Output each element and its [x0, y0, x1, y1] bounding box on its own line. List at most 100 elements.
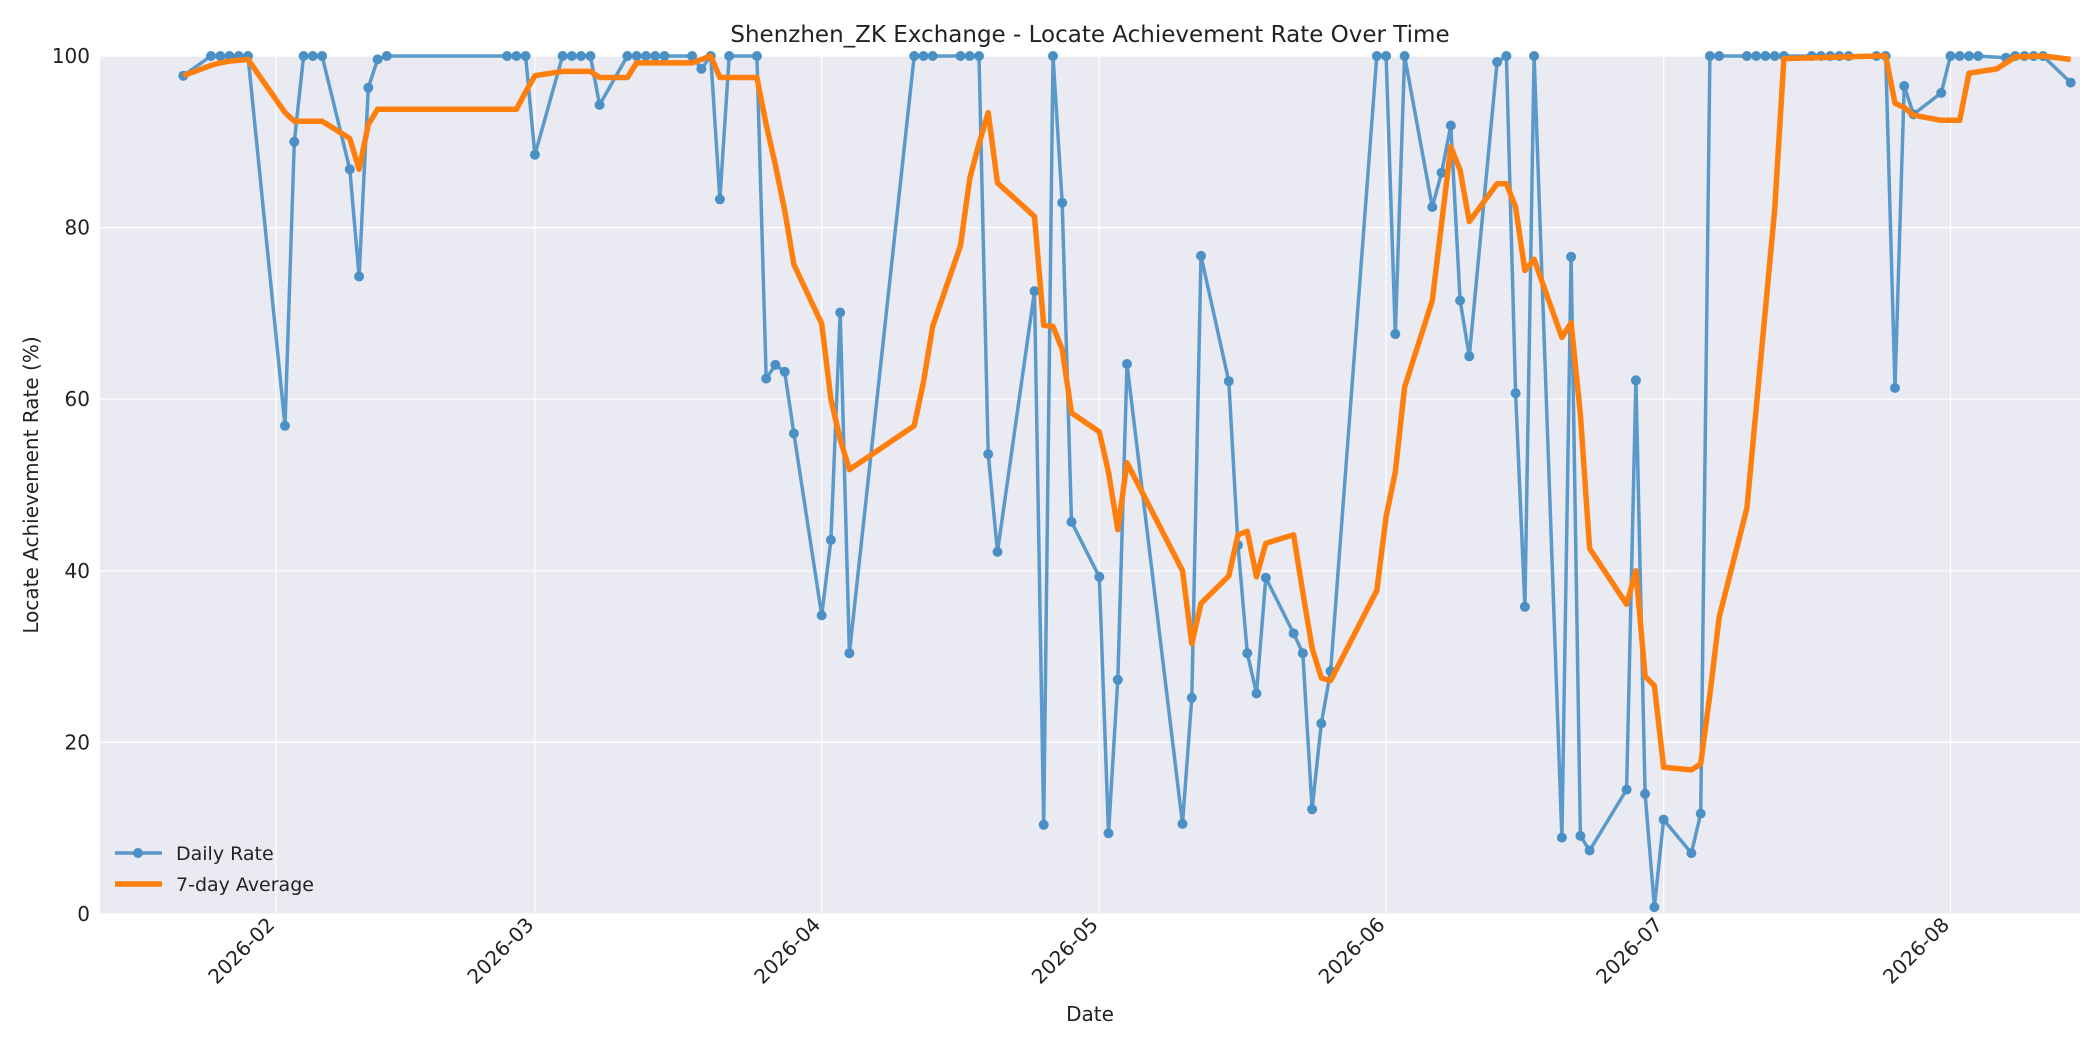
daily-rate-point: [1399, 51, 1410, 61]
daily-rate-point: [1954, 51, 1965, 61]
daily-rate-point: [1436, 167, 1447, 178]
legend-avg-label: 7-day Average: [176, 874, 314, 896]
daily-rate-point: [1630, 375, 1641, 386]
daily-rate-point: [1242, 648, 1253, 659]
daily-rate-point: [816, 610, 827, 621]
daily-rate-point: [1621, 784, 1632, 795]
daily-rate-point: [1464, 351, 1475, 362]
daily-rate-point: [1186, 692, 1197, 703]
daily-rate-point: [788, 428, 799, 439]
daily-rate-point: [1307, 804, 1318, 815]
series-layer: [178, 51, 2076, 913]
daily-rate-point: [918, 51, 929, 61]
daily-rate-point: [1057, 197, 1068, 208]
daily-rate-point: [1048, 51, 1058, 61]
daily-rate-point: [640, 51, 651, 61]
daily-rate-point: [1112, 674, 1123, 685]
daily-rate-point: [1760, 51, 1771, 61]
daily-rate-point: [372, 54, 383, 65]
daily-rate-point: [502, 51, 513, 61]
daily-rate-point: [844, 648, 855, 659]
daily-rate-point: [1381, 51, 1392, 61]
y-tick-label: 100: [52, 44, 90, 68]
daily-rate-point: [1371, 51, 1382, 61]
daily-rate-point: [1297, 648, 1308, 659]
daily-rate-point: [215, 51, 226, 61]
daily-rate-point: [761, 373, 772, 384]
daily-rate-point: [511, 51, 522, 61]
daily-rate-point: [1890, 383, 1900, 393]
daily-rate-point: [1751, 51, 1762, 61]
daily-rate-point: [992, 546, 1003, 557]
y-tick-label: 0: [77, 902, 90, 926]
daily-rate-point: [724, 51, 735, 61]
y-tick-label: 80: [65, 216, 90, 240]
daily-rate-point: [1094, 571, 1105, 582]
daily-rate-point: [631, 51, 642, 61]
daily-rate-point: [1584, 845, 1595, 856]
daily-rate-point: [687, 51, 698, 61]
daily-rate-point: [1029, 286, 1040, 297]
daily-rate-point: [307, 51, 318, 61]
daily-rate-point: [751, 51, 762, 61]
daily-rate-point: [659, 51, 670, 61]
daily-rate-point: [1510, 388, 1521, 399]
daily-rate-point: [566, 51, 577, 61]
daily-rate-point: [927, 51, 938, 61]
daily-rate-point: [1964, 51, 1974, 61]
daily-rate-point: [1066, 516, 1077, 527]
y-axis-label: Locate Achievement Rate (%): [19, 336, 43, 633]
daily-rate-point: [1686, 848, 1697, 859]
daily-rate-point: [1556, 832, 1567, 843]
daily-rate-point: [1575, 830, 1586, 841]
daily-rate-point: [909, 51, 920, 61]
legend: Daily Rate 7-day Average: [115, 843, 314, 896]
daily-rate-point: [1945, 51, 1956, 61]
daily-rate-point: [594, 99, 605, 110]
chart-title: Shenzhen_ZK Exchange - Locate Achievemen…: [730, 22, 1449, 48]
daily-rate-point: [557, 51, 568, 61]
daily-rate-point: [964, 51, 975, 61]
daily-rate-point: [1695, 808, 1706, 819]
daily-rate-point: [983, 449, 994, 460]
daily-rate-point: [1640, 788, 1651, 799]
daily-rate-point: [696, 63, 707, 74]
legend-daily-label: Daily Rate: [176, 843, 274, 865]
plot-area: [100, 56, 2080, 914]
daily-rate-point: [835, 307, 846, 318]
series-line-7-day-average: [182, 53, 2072, 773]
daily-rate-point: [1122, 359, 1132, 369]
daily-rate-point: [585, 51, 596, 61]
daily-rate-point: [1390, 329, 1401, 339]
daily-rate-point: [289, 136, 300, 147]
daily-rate-point: [1769, 51, 1780, 61]
daily-rate-point: [381, 51, 392, 61]
daily-rate-point: [1529, 51, 1540, 61]
daily-rate-point: [344, 164, 355, 175]
daily-rate-point: [1566, 251, 1577, 262]
daily-rate-point: [1427, 202, 1438, 212]
daily-rate-point: [1492, 57, 1503, 67]
daily-rate-point: [1251, 688, 1262, 699]
daily-rate-point: [1704, 51, 1715, 61]
daily-rate-point: [714, 194, 725, 205]
daily-rate-point: [650, 51, 661, 61]
daily-rate-point: [1260, 572, 1271, 583]
daily-rate-point: [1316, 718, 1327, 729]
daily-rate-point: [206, 51, 216, 61]
daily-rate-point: [1177, 818, 1188, 829]
y-tick-label: 20: [65, 730, 90, 754]
x-axis-label: Date: [1066, 1002, 1114, 1026]
daily-rate-point: [280, 420, 290, 431]
daily-rate-point: [1714, 51, 1725, 61]
daily-rate-point: [1741, 51, 1752, 61]
daily-rate-point: [363, 82, 374, 93]
daily-rate-point: [1973, 51, 1984, 61]
daily-rate-point: [1103, 828, 1114, 839]
daily-rate-point: [1445, 120, 1456, 131]
daily-rate-point: [1501, 51, 1512, 61]
daily-rate-point: [825, 534, 836, 545]
daily-rate-point: [622, 51, 633, 61]
daily-rate-point: [1038, 819, 1049, 830]
